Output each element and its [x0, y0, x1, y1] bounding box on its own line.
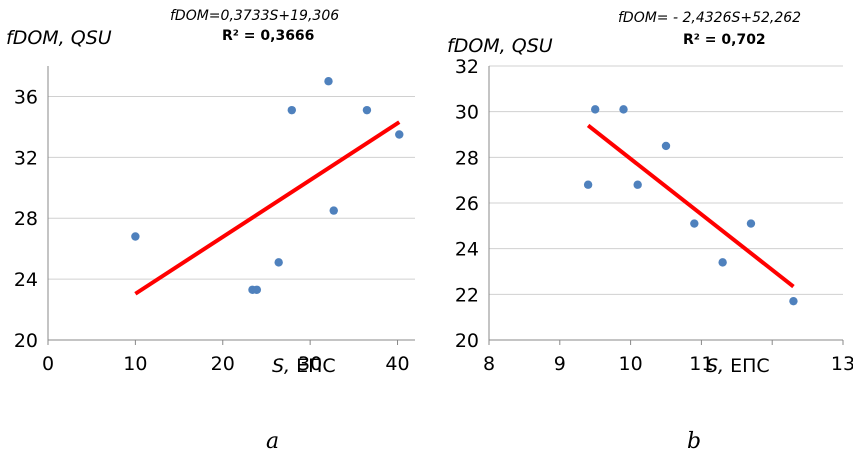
chart-b-ytick-label: 30 — [455, 102, 479, 124]
chart-b-point — [633, 180, 642, 189]
chart-b: 20 22 24 26 28 30 32 8 9 10 11 13 fDOM, QSU fDOM= … — [447, 10, 853, 449]
chart-b-point — [661, 141, 671, 151]
chart-a-xtick-label: 0 — [42, 353, 54, 375]
chart-a-ytick-label: 32 — [14, 147, 38, 169]
chart-b-ytick-label: 28 — [455, 147, 479, 169]
chart-a-point — [274, 258, 283, 267]
chart-b-ytick-label: 26 — [455, 193, 479, 215]
chart-b-ylabel: fDOM, QSU — [447, 35, 553, 57]
chart-a-xlabel: S, ЕПС — [272, 355, 336, 377]
chart-b-xtick-label: 9 — [554, 353, 566, 375]
chart-a-point — [362, 105, 372, 115]
chart-b-xtick-label: 13 — [831, 353, 853, 375]
chart-a-point — [395, 130, 404, 139]
chart-b-point — [591, 105, 600, 114]
chart-b-xtick-label: 11 — [689, 353, 713, 375]
chart-a-ylabel: fDOM, QSU — [6, 27, 112, 49]
chart-a-ytick-label: 20 — [14, 330, 38, 352]
chart-b-r2: R² = 0,702 — [683, 32, 766, 48]
chart-a-xtick-label: 10 — [123, 353, 147, 375]
chart-a-r2: R² = 0,3666 — [222, 28, 314, 44]
chart-b-ytick-label: 22 — [455, 284, 479, 306]
chart-a: 20 24 28 32 36 0 10 20 30 40 fDOM, QSU fDOM=0,37… — [6, 8, 415, 449]
chart-b-ytick-label: 24 — [455, 239, 479, 261]
chart-a-point — [329, 206, 338, 215]
chart-b-xtick-label: 8 — [483, 353, 495, 375]
chart-a-trendline — [134, 120, 401, 296]
chart-b-point — [619, 105, 628, 114]
chart-a-point — [287, 105, 296, 115]
chart-b-point — [789, 296, 798, 306]
chart-a-point — [131, 232, 140, 241]
chart-b-point — [690, 219, 699, 228]
chart-a-ytick-label: 28 — [14, 208, 38, 230]
chart-b-xtick-label: 10 — [619, 353, 643, 375]
chart-a-ytick-label: 24 — [14, 269, 38, 291]
chart-b-point — [746, 219, 756, 228]
chart-b-ytick-label: 32 — [455, 56, 479, 78]
chart-a-point — [252, 285, 262, 294]
chart-b-equation: fDOM= - 2,4326S+52,262 — [618, 10, 801, 26]
chart-b-point — [583, 180, 593, 189]
chart-a-panel-label: a — [266, 429, 279, 449]
chart-b-xlabel: S, ЕПС — [706, 355, 770, 377]
chart-b-point — [718, 258, 727, 267]
chart-a-ytick-label: 36 — [14, 86, 38, 108]
chart-a-xtick-label: 30 — [298, 353, 322, 375]
chart-a-xtick-label: 40 — [385, 353, 409, 375]
chart-b-trendline — [586, 123, 795, 289]
chart-a-equation: fDOM=0,3733S+19,306 — [170, 8, 339, 24]
chart-b-ytick-label: 20 — [455, 330, 479, 352]
chart-b-panel-label: b — [687, 429, 701, 449]
chart-a-point — [324, 77, 333, 86]
chart-a-xtick-label: 20 — [211, 353, 235, 375]
